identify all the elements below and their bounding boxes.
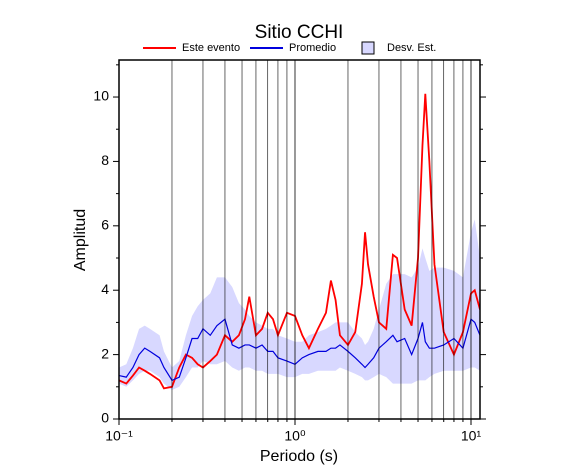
legend-swatch [361, 41, 375, 55]
y-tick-label: 2 [101, 345, 109, 361]
x-tick-label: 10⁻¹ [105, 428, 133, 444]
x-axis-label: Periodo (s) [260, 448, 338, 465]
legend-label: Desv. Est. [387, 42, 436, 54]
y-tick-label: 0 [101, 410, 109, 426]
y-tick-label: 10 [93, 88, 109, 104]
y-axis-label: Amplitud [72, 209, 89, 271]
legend-label: Este evento [182, 42, 240, 54]
x-tick-label: 10¹ [461, 428, 482, 444]
plot-frame [118, 59, 481, 420]
series-line [119, 318, 480, 382]
chart-title: Sitio CCHI [255, 22, 344, 43]
y-tick-label: 4 [101, 281, 109, 297]
y-tick-label: 6 [101, 217, 109, 233]
std-band [119, 219, 480, 391]
legend-label: Promedio [289, 42, 336, 54]
series-line [119, 93, 480, 390]
x-tick-label: 10⁰ [284, 428, 306, 444]
plot-area [119, 93, 480, 391]
y-tick-label: 8 [101, 152, 109, 168]
